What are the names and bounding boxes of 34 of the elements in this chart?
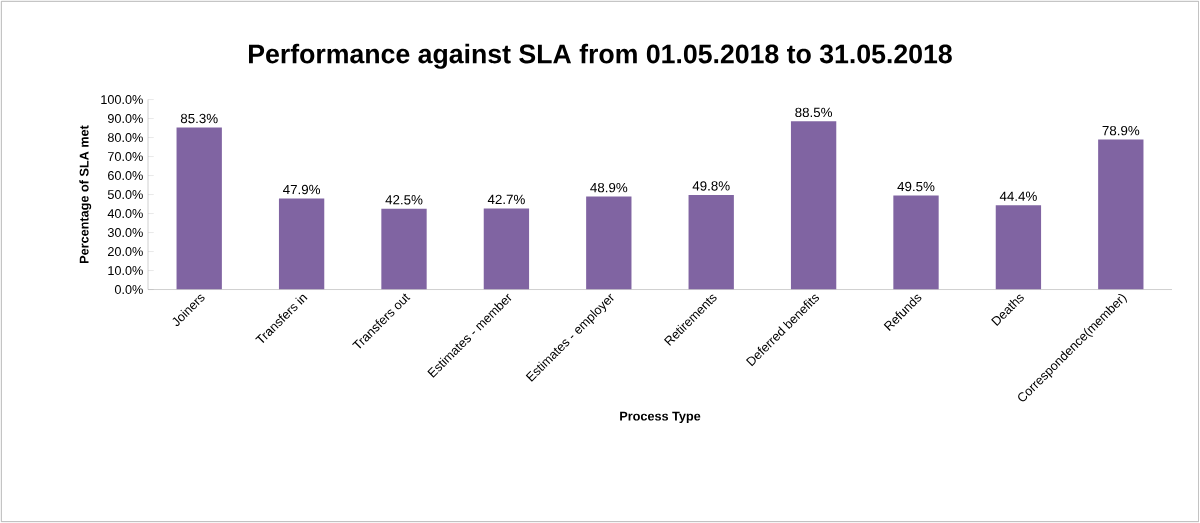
data-label: 78.9% [1102,125,1140,136]
bar [790,121,837,290]
data-label: 42.7% [487,194,525,205]
data-label: 42.5% [385,195,423,205]
data-label: 44.4% [999,191,1037,201]
y-tick-label: 20.0% [108,247,143,257]
y-tick-label: 90.0% [107,114,143,124]
y-tick-label: 70.0% [108,152,143,162]
data-label: 85.3% [180,113,218,124]
data-label: 88.5% [795,107,833,118]
bar [381,208,427,290]
data-label: 49.8% [692,181,730,191]
bar [893,195,939,290]
data-label: 47.9% [283,184,321,195]
y-tick-label: 100.0% [101,95,143,105]
bar [688,194,734,290]
chart-title: Performance against SLA from 01.05.2018 to 31.05.2018 [249,43,952,69]
y-axis-title: Percentage of SLA met [79,125,92,263]
bar [995,205,1042,290]
bar [483,208,530,290]
y-tick-label: 10.0% [108,266,143,276]
y-tick-label: 0.0% [114,285,143,295]
data-label: 48.9% [590,182,628,193]
y-tick-label: 80.0% [107,133,143,143]
bar [1098,139,1144,290]
bar [278,198,325,290]
y-tick-label: 30.0% [107,228,143,238]
bar [176,127,222,290]
y-tick-label: 40.0% [107,209,143,219]
x-axis-title: Process Type [620,411,701,424]
y-tick-label: 50.0% [107,190,143,200]
y-tick-label: 60.0% [108,171,143,181]
bar [586,196,632,290]
data-label: 49.5% [897,181,935,192]
